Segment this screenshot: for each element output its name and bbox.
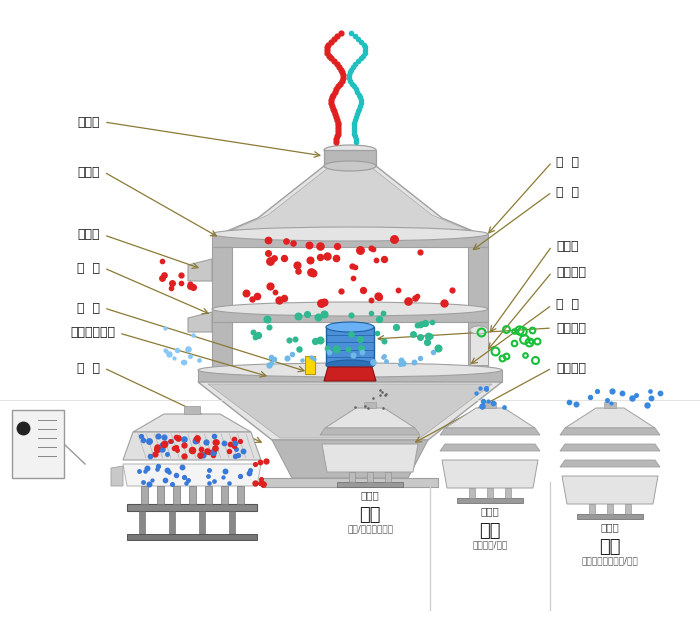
Polygon shape [212, 309, 488, 322]
Text: 控制器: 控制器 [16, 465, 30, 474]
Polygon shape [157, 486, 164, 504]
Polygon shape [188, 312, 212, 332]
Polygon shape [565, 408, 655, 428]
Text: 机  座: 机 座 [77, 361, 100, 374]
Ellipse shape [324, 161, 376, 171]
Polygon shape [127, 534, 257, 540]
Text: 下部重锤: 下部重锤 [556, 361, 586, 374]
Polygon shape [172, 486, 179, 504]
Polygon shape [188, 259, 212, 281]
Text: 颗粒/粉末准确分级: 颗粒/粉末准确分级 [347, 524, 393, 533]
Text: 上部重锤: 上部重锤 [556, 266, 586, 279]
Polygon shape [272, 440, 428, 478]
Polygon shape [324, 150, 376, 166]
Polygon shape [199, 511, 205, 534]
Ellipse shape [198, 363, 502, 377]
Polygon shape [220, 486, 228, 504]
Polygon shape [232, 168, 468, 230]
Text: 弹  簧: 弹 簧 [77, 301, 100, 314]
Polygon shape [123, 432, 261, 460]
Polygon shape [505, 488, 511, 498]
Polygon shape [184, 406, 200, 414]
Polygon shape [560, 444, 660, 451]
Polygon shape [367, 472, 373, 482]
Text: 束  环: 束 环 [77, 261, 100, 274]
Text: 去除液体中的颗粒/异物: 去除液体中的颗粒/异物 [582, 556, 638, 565]
Polygon shape [188, 486, 195, 504]
Polygon shape [208, 384, 492, 438]
Polygon shape [589, 504, 595, 514]
Polygon shape [607, 504, 613, 514]
Text: 双层式: 双层式 [601, 522, 620, 532]
Ellipse shape [326, 322, 374, 332]
Polygon shape [229, 511, 235, 534]
Text: 三层式: 三层式 [481, 506, 499, 516]
Ellipse shape [212, 302, 488, 316]
Polygon shape [325, 408, 415, 428]
Polygon shape [468, 247, 488, 309]
Polygon shape [324, 367, 376, 381]
Polygon shape [469, 488, 475, 498]
Polygon shape [604, 402, 616, 408]
Polygon shape [262, 478, 438, 487]
Polygon shape [445, 408, 535, 428]
Polygon shape [560, 428, 660, 435]
Polygon shape [326, 327, 374, 365]
Text: 去除异物/结块: 去除异物/结块 [473, 540, 508, 549]
Text: 振动电机: 振动电机 [556, 321, 586, 334]
Polygon shape [484, 402, 496, 408]
Text: 筛  网: 筛 网 [556, 155, 579, 168]
Polygon shape [457, 498, 523, 503]
Polygon shape [625, 504, 631, 514]
Polygon shape [212, 234, 488, 247]
Polygon shape [440, 428, 540, 435]
Ellipse shape [212, 227, 488, 241]
Text: 分级: 分级 [359, 506, 381, 524]
Text: 进料口: 进料口 [78, 116, 100, 129]
Polygon shape [442, 460, 538, 488]
Polygon shape [364, 402, 376, 408]
Polygon shape [385, 472, 391, 482]
Text: 过滤: 过滤 [480, 522, 500, 540]
FancyBboxPatch shape [12, 410, 64, 478]
Polygon shape [169, 511, 175, 534]
Polygon shape [127, 504, 257, 511]
Text: 防尘盖: 防尘盖 [78, 165, 100, 178]
Text: 单层式: 单层式 [360, 490, 379, 500]
Polygon shape [349, 472, 355, 482]
Polygon shape [305, 356, 315, 374]
Polygon shape [220, 166, 480, 234]
Text: 筛  盘: 筛 盘 [556, 298, 579, 311]
Polygon shape [212, 247, 232, 309]
Polygon shape [470, 330, 488, 365]
Polygon shape [468, 322, 488, 370]
Text: 加重块: 加重块 [556, 240, 578, 253]
Polygon shape [198, 382, 502, 440]
Polygon shape [562, 476, 658, 504]
Polygon shape [577, 514, 643, 519]
Polygon shape [123, 464, 261, 486]
Text: 除杂: 除杂 [599, 538, 621, 556]
Ellipse shape [326, 360, 374, 370]
Text: 网  架: 网 架 [556, 186, 579, 199]
Polygon shape [212, 322, 232, 370]
Text: 出料口: 出料口 [78, 228, 100, 241]
Polygon shape [440, 444, 540, 451]
Polygon shape [139, 511, 145, 534]
Polygon shape [133, 414, 251, 432]
Polygon shape [237, 486, 244, 504]
Polygon shape [198, 370, 502, 382]
Polygon shape [111, 466, 123, 486]
Text: 运输固定螺栓: 运输固定螺栓 [70, 326, 115, 339]
Polygon shape [141, 486, 148, 504]
Polygon shape [337, 482, 403, 487]
Ellipse shape [470, 326, 488, 334]
Polygon shape [487, 488, 493, 498]
Ellipse shape [324, 145, 376, 155]
Polygon shape [322, 444, 418, 472]
Polygon shape [204, 486, 211, 504]
Polygon shape [560, 460, 660, 467]
Polygon shape [320, 428, 420, 435]
